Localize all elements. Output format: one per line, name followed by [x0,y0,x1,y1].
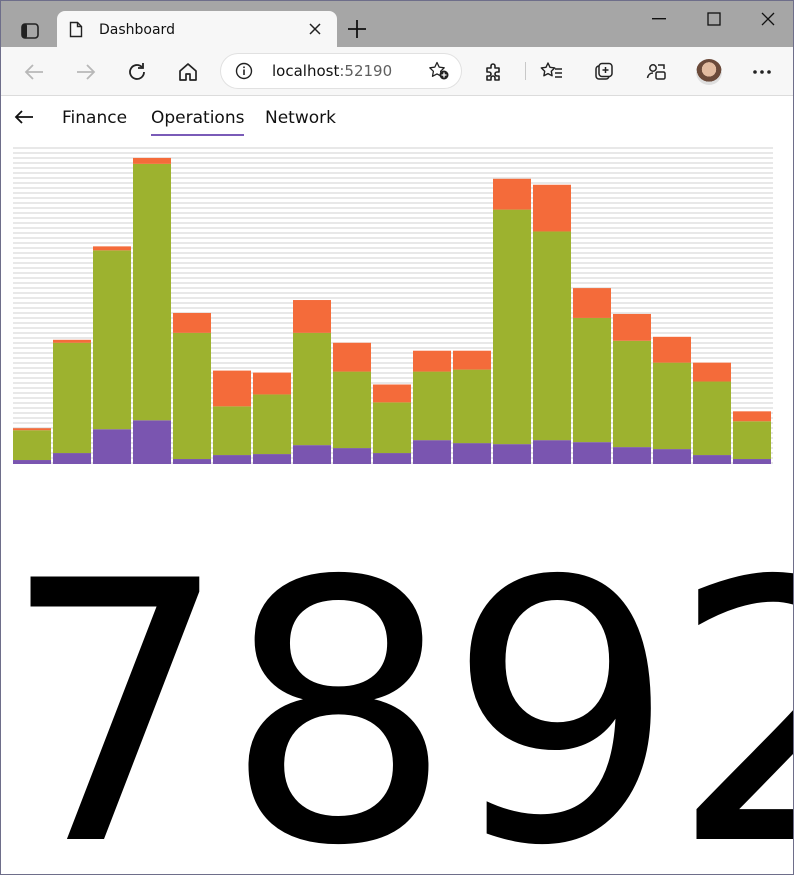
bar-segment[interactable] [253,454,291,464]
address-host: localhost [272,62,340,80]
forward-icon[interactable] [73,59,99,85]
bar-segment[interactable] [13,428,51,431]
metric-value: 7892 [1,505,793,875]
bar-segment[interactable] [613,313,651,341]
bar-segment[interactable] [453,443,491,464]
bar-segment[interactable] [733,411,771,422]
bar-segment[interactable] [253,372,291,395]
close-window-icon[interactable] [755,9,781,29]
tab-finance[interactable]: Finance [62,108,128,128]
bar-segment[interactable] [293,445,331,464]
browser-toolbar: localhost:52190 [1,47,793,96]
bar-segment[interactable] [493,178,531,210]
bar-segment[interactable] [453,369,491,444]
bar-segment[interactable] [413,371,451,441]
bar-segment[interactable] [693,362,731,382]
bar-segment[interactable] [93,250,131,430]
bar-segment[interactable] [493,444,531,464]
bar-segment[interactable] [653,362,691,450]
favorites-icon[interactable] [539,59,565,85]
back-icon[interactable] [21,59,47,85]
bar-segment[interactable] [333,342,371,372]
site-info-icon[interactable] [235,62,253,84]
bar-segment[interactable] [693,381,731,456]
profile-sync-icon[interactable] [643,59,669,85]
bar-segment[interactable] [733,421,771,460]
app-nav: Finance Operations Network [1,96,793,140]
tab-strip: Dashboard [1,1,793,47]
bar-segment[interactable] [213,455,251,464]
address-url[interactable]: localhost:52190 [272,62,392,80]
bar-segment[interactable] [53,339,91,343]
page-icon [69,21,83,42]
bar-segment[interactable] [533,440,571,464]
toolbar-divider [525,62,526,80]
bar-segment[interactable] [653,336,691,363]
tab-actions-icon[interactable] [15,16,45,46]
bar-segment[interactable] [533,231,571,441]
browser-tab[interactable]: Dashboard [57,11,337,47]
refresh-icon[interactable] [124,59,150,85]
bar-segment[interactable] [373,384,411,403]
bar-segment[interactable] [453,350,491,370]
bar-segment[interactable] [13,430,51,461]
bar-segment[interactable] [373,453,411,464]
collections-icon[interactable] [591,59,617,85]
bar-segment[interactable] [573,317,611,443]
bar-segment[interactable] [493,209,531,445]
bar-segment[interactable] [373,402,411,454]
bar-segment[interactable] [613,340,651,448]
bar-segment[interactable] [13,460,51,464]
bar-segment[interactable] [613,447,651,464]
close-tab-icon[interactable] [305,19,325,39]
bar-segment[interactable] [333,371,371,449]
bar-segment[interactable] [133,157,171,164]
bar-segment[interactable] [213,406,251,456]
bar-segment[interactable] [413,350,451,372]
bar-segment[interactable] [53,342,91,454]
bar-segment[interactable] [133,420,171,464]
bar-segment[interactable] [733,459,771,464]
tab-operations[interactable]: Operations [151,108,245,136]
bar-segment[interactable] [93,429,131,464]
bar-segment[interactable] [693,455,731,464]
tab-network[interactable]: Network [265,108,336,128]
more-options-icon[interactable] [749,59,775,85]
bar-segment[interactable] [293,300,331,333]
bar-segment[interactable] [533,184,571,232]
bar-segment[interactable] [253,394,291,455]
bar-segment[interactable] [293,332,331,446]
bar-segment[interactable] [173,312,211,333]
stacked-bar-chart [13,147,773,464]
address-port: :52190 [339,62,393,80]
bar-segment[interactable] [333,448,371,464]
bar-segment[interactable] [133,163,171,421]
bar-segment[interactable] [173,332,211,460]
maximize-icon[interactable] [701,9,727,29]
add-favorite-icon[interactable] [428,61,450,85]
bar-segment[interactable] [653,449,691,464]
bar-segment[interactable] [173,459,211,464]
bar-segment[interactable] [573,288,611,318]
minimize-icon[interactable] [646,9,672,29]
bar-segment[interactable] [213,370,251,407]
bar-segment[interactable] [413,440,451,464]
arrow-left-icon[interactable] [13,106,37,130]
bar-segment[interactable] [53,453,91,464]
bar-segment[interactable] [573,442,611,464]
address-bar[interactable]: localhost:52190 [221,54,461,88]
bar-segment[interactable] [93,246,131,251]
new-tab-icon[interactable] [345,17,369,41]
home-icon[interactable] [175,59,201,85]
extensions-icon[interactable] [481,59,507,85]
profile-avatar[interactable] [696,59,722,85]
tab-title: Dashboard [99,22,175,38]
